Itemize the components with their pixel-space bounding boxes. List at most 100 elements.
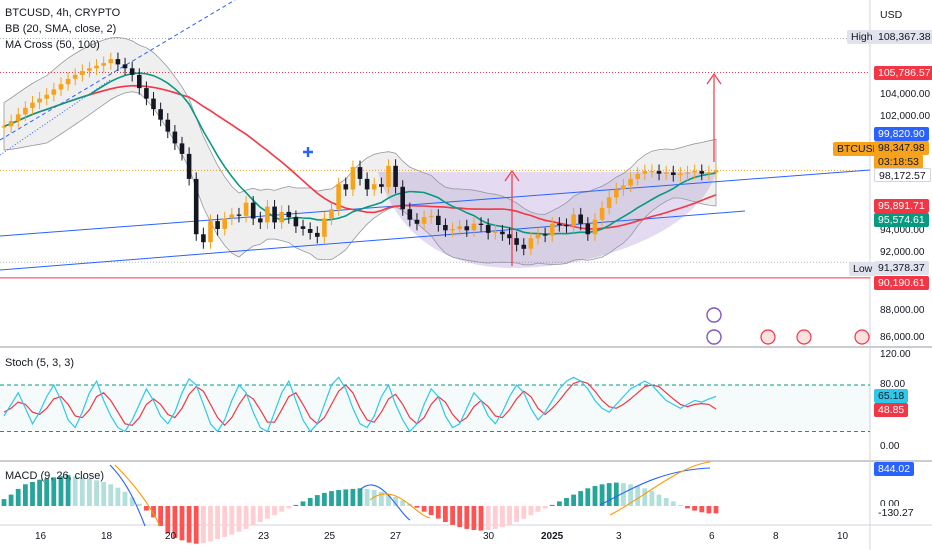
macd-histogram-bar [457, 506, 463, 528]
symbol-title: BTCUSD, 4h, CRYPTO [5, 7, 121, 19]
candle-body [678, 173, 683, 175]
macd-histogram-bar [528, 506, 534, 516]
candle-body [649, 171, 655, 173]
candle-body [201, 234, 206, 243]
stoch-tick: 0.00 [880, 441, 900, 452]
macd-histogram-bar [571, 494, 576, 506]
macd-histogram-bar [421, 506, 427, 512]
macd-histogram-bar [208, 506, 213, 542]
macd-histogram-bar [243, 506, 249, 529]
price-tick: 104,000.00 [880, 89, 931, 100]
candle-body [94, 65, 99, 69]
candle-body [23, 107, 28, 115]
time-label: 30 [483, 531, 495, 542]
candle-body [621, 185, 626, 190]
macd-histogram-bar [108, 484, 114, 506]
candle-body [44, 94, 49, 99]
macd-histogram-bar [201, 506, 206, 544]
candle-body [265, 206, 270, 223]
macd-histogram-bar [613, 482, 619, 506]
macd-histogram-bar [435, 506, 441, 519]
macd-histogram-bar [450, 506, 455, 525]
candle-body [571, 214, 576, 227]
macd-histogram-bar [713, 506, 719, 514]
candle-body [379, 184, 384, 187]
macd-histogram-bar [371, 490, 377, 506]
candle-body [186, 153, 192, 179]
macd-legend: MACD (9, 26, close) [5, 470, 105, 482]
bb-legend: BB (20, SMA, close, 2) [5, 23, 117, 35]
macd-histogram-bar [300, 501, 306, 506]
macd-histogram-bar [549, 504, 555, 506]
macd-histogram-bar [30, 482, 35, 506]
time-label: 27 [390, 531, 402, 542]
macd-histogram-bar [400, 500, 406, 506]
candle-body [464, 226, 470, 231]
ma-100-line [3, 84, 717, 230]
macd-histogram-bar [151, 506, 156, 518]
lower-trendline [0, 210, 746, 271]
low-word-tag: Low [849, 262, 877, 276]
macd-histogram-bar [578, 491, 584, 506]
candle-body [122, 64, 128, 69]
time-label: 20 [165, 531, 177, 542]
candle-body [428, 215, 434, 218]
candle-body [478, 223, 484, 225]
symbol-tag: BTCUSD [833, 142, 885, 156]
stoch-d-line [3, 380, 717, 427]
macd-histogram-bar [1, 499, 7, 506]
candle-body [272, 206, 277, 223]
upper-trendline [0, 169, 871, 237]
macd-histogram-bar [443, 506, 448, 522]
candle-body [37, 98, 42, 103]
candle-body [493, 231, 498, 233]
macd-histogram-bar [222, 506, 228, 537]
channel-dotted-line [0, 79, 111, 156]
time-label: 2025 [541, 531, 564, 542]
macd-histogram-bar [272, 506, 277, 516]
macd-histogram-bar [329, 491, 334, 506]
candle-body [635, 173, 640, 179]
candle-body [628, 178, 633, 186]
price-tick: 94,000.00 [880, 225, 925, 236]
candle-body [144, 88, 149, 99]
macd-histogram-bar [678, 504, 683, 506]
macd-histogram-bar [514, 506, 519, 522]
macd-histogram-bar [500, 506, 505, 528]
candle-body [557, 223, 562, 225]
candle-body [336, 184, 341, 210]
macd-histogram-bar [8, 494, 14, 506]
currency-label[interactable]: USD [880, 9, 903, 21]
upper-band-tag: 99,820.90 [874, 127, 929, 141]
candle-body [514, 238, 519, 245]
macd-histogram-bar [492, 506, 498, 529]
candle-body [471, 223, 477, 231]
macd-histogram-bar [692, 506, 697, 511]
macd-signal-line [114, 461, 711, 527]
candle-body [542, 234, 548, 236]
macd-histogram-bar [535, 506, 541, 512]
candle-body [87, 68, 92, 71]
candle-body [329, 209, 334, 219]
candle-body [72, 74, 78, 79]
stoch-k-line [3, 376, 717, 433]
candle-body [671, 172, 676, 175]
macd-histogram-bar [144, 506, 149, 511]
macd-histogram-bar [129, 497, 135, 506]
macd-histogram-bar [15, 488, 21, 506]
candle-body [165, 119, 171, 132]
target-arrow-head [706, 72, 722, 85]
us-flag-event-icon [854, 329, 870, 345]
macd-tick: 0.00 [880, 499, 900, 510]
macd-histogram-bar [670, 501, 676, 506]
candle-body [414, 219, 420, 224]
candle-body [58, 84, 64, 90]
candle-body [108, 59, 114, 64]
macd-histogram-bar [94, 480, 99, 506]
candle-body [222, 218, 227, 229]
macd-histogram-bar [386, 494, 391, 506]
stoch-tick: 120.00 [880, 349, 911, 360]
macd-histogram-bar [521, 506, 527, 519]
price-tick: 86,000.00 [880, 332, 925, 343]
